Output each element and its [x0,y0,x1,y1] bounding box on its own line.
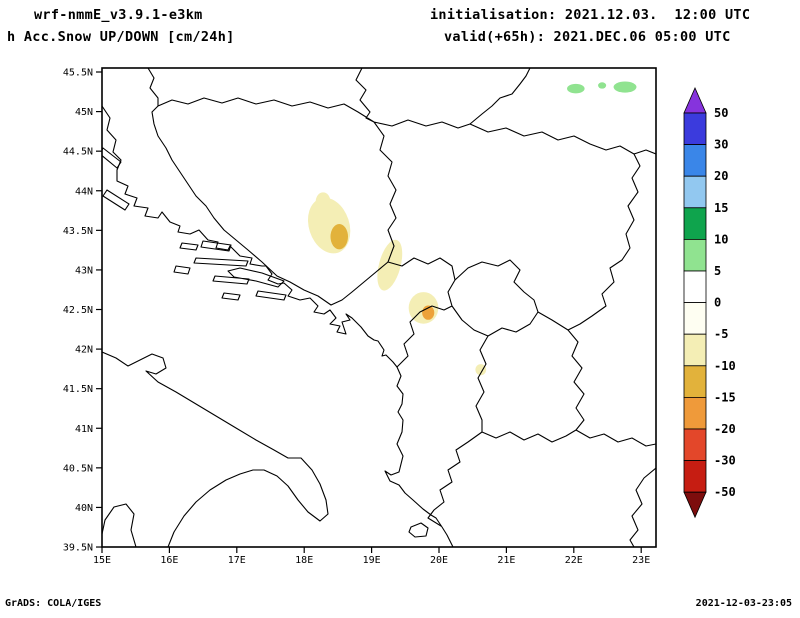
x-tick-label: 21E [497,555,515,566]
y-tick-label: 43N [75,265,93,276]
generation-timestamp: 2021-12-03-23:05 [695,598,792,609]
y-tick-label: 42.5N [63,305,93,316]
x-tick-label: 16E [160,555,178,566]
country-borders [147,68,656,547]
y-tick-label: 43.5N [63,226,93,237]
colorbar-tick-label: 30 [714,138,728,152]
y-tick-label: 40.5N [63,463,93,474]
y-tick-label: 44N [75,186,93,197]
colorbar-cell [683,428,707,462]
colorbar-cell [683,175,707,209]
y-tick-label: 45.5N [63,68,93,79]
snow-anomaly-region [613,81,637,93]
plot-border [101,67,657,548]
x-tick-label: 17E [228,555,246,566]
x-tick-label: 15E [93,555,111,566]
colorbar-cell [683,207,707,240]
colorbar-cell [683,365,707,398]
x-tick-label: 20E [430,555,448,566]
colorbar-tick-label: -10 [714,359,736,373]
colorbar-tick-label: 15 [714,201,728,215]
italy-greece-coastline [102,351,429,547]
valid-time: valid(+65h): 2021.DEC.06 05:00 UTC [444,29,731,45]
coastlines-and-borders [102,68,656,547]
colorbar-cell [683,144,707,177]
grads-credit: GrADS: COLA/IGES [5,598,102,609]
colorbar-cell [683,302,707,335]
colorbar-cell [683,333,707,367]
model-title: wrf-nmmE_v3.9.1-e3km [34,7,203,23]
x-tick-label: 19E [363,555,381,566]
snow-anomaly-region [377,239,403,291]
snow-anomaly-region [315,192,331,212]
adriatic-coastline [102,105,454,547]
x-tick-label: 22E [565,555,583,566]
colorbar-arrow-top [683,87,707,114]
shaded-snow-regions [307,81,637,376]
y-tick-label: 40N [75,503,93,514]
colorbar-tick-label: 5 [714,264,721,278]
product-title: h Acc.Snow UP/DOWN [cm/24h] [7,29,235,45]
snow-anomaly-region [330,224,349,250]
y-tick-label: 44.5N [63,147,93,158]
y-tick-label: 41.5N [63,384,93,395]
colorbar-tick-label: 10 [714,232,728,246]
colorbar-cell [683,396,707,430]
x-axis: 15E 16E 17E 18E 19E 20E 21E 22E 23E [93,547,650,566]
y-tick-label: 41N [75,424,93,435]
x-tick-label: 18E [295,555,313,566]
adriatic-islands [102,147,287,301]
colorbar-tick-label: -30 [714,454,736,468]
y-tick-label: 39.5N [63,543,93,554]
colorbar-tick-label: 20 [714,169,728,183]
colorbar-tick-label: 50 [714,106,728,120]
y-tick-label: 42N [75,345,93,356]
y-tick-label: 45N [75,107,93,118]
y-axis: 45.5N 45N 44.5N 44N 43.5N 43N 42.5N 42N 41.5N 41N… [63,68,102,554]
snow-anomaly-region [567,83,585,94]
colorbar-arrow-bottom [683,491,707,519]
colorbar-tick-label: -5 [714,327,728,341]
colorbar-cell [683,112,707,146]
snow-anomaly-region [475,364,487,376]
colorbar-tick-label: -20 [714,422,736,436]
colorbar-cell [683,270,707,304]
colorbar-cell [683,460,707,493]
colorbar-tick-label: -15 [714,390,736,404]
colorbar-tick-label: -50 [714,485,736,499]
x-tick-label: 23E [632,555,650,566]
initialisation-time: initialisation: 2021.12.03. 12:00 UTC [430,7,751,23]
colorbar-tick-label: 0 [714,296,721,310]
snow-anomaly-region [598,82,607,89]
colorbar-cell [683,238,707,272]
